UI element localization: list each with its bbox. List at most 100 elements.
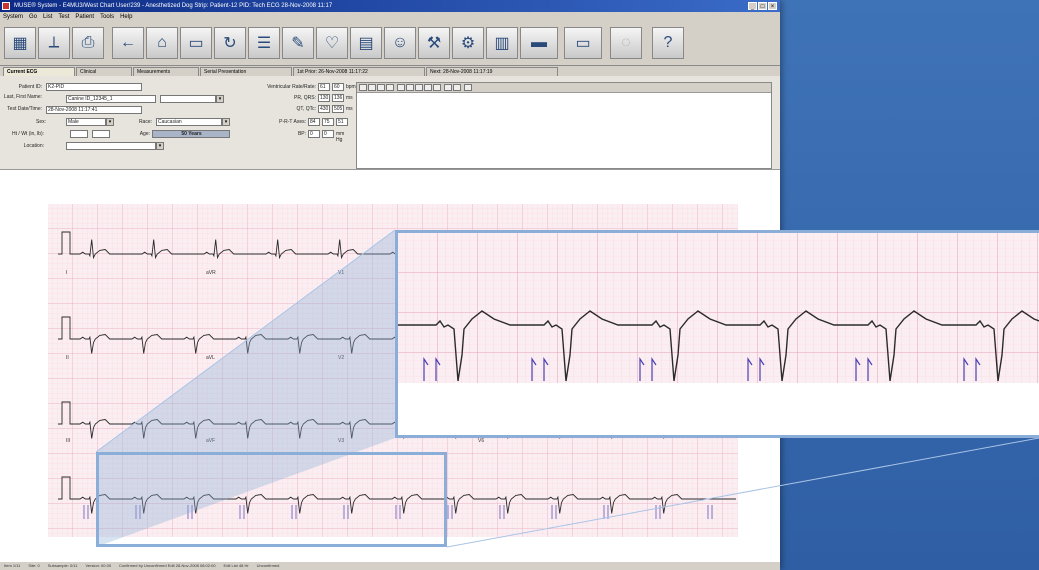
minimize-button[interactable]: _: [748, 2, 757, 10]
chevron-down-icon[interactable]: ▾: [106, 118, 114, 126]
lead-label: V6: [478, 438, 484, 444]
test-date-field[interactable]: 28-Nov-2008 11:17:41: [46, 106, 142, 114]
refresh-icon[interactable]: ↻: [214, 27, 246, 59]
sex-select[interactable]: Male: [66, 118, 106, 126]
ecg-grid-icon[interactable]: ▦: [4, 27, 36, 59]
view-ecg-icon[interactable]: ♡: [316, 27, 348, 59]
zoom-ecg-trace: [398, 310, 1039, 382]
print-icon[interactable]: ⎙: [72, 27, 104, 59]
home-icon[interactable]: ⌂: [146, 27, 178, 59]
lead-label: V1: [338, 270, 344, 276]
vent-rate-field[interactable]: 61: [318, 83, 330, 91]
mmhg-unit: mm Hg: [336, 131, 345, 143]
menu-tools[interactable]: Tools: [100, 14, 115, 20]
last-first-field[interactable]: Canine ID_12345_1: [66, 95, 156, 103]
menu-list[interactable]: List: [43, 14, 53, 20]
qt-field[interactable]: 430: [318, 105, 330, 113]
chevron-down-icon[interactable]: ▾: [216, 95, 224, 103]
undo-icon[interactable]: [424, 84, 432, 91]
zoom-pacer-spike: [747, 357, 753, 381]
height-field[interactable]: [70, 130, 88, 138]
tools-icon[interactable]: ⚒: [418, 27, 450, 59]
tab-serial-presentation[interactable]: Serial Presentation: [200, 67, 292, 76]
title-bar: MUSE® System - E4MU3/West Chart User/239…: [0, 0, 780, 12]
back-arrow-icon[interactable]: ←: [112, 27, 144, 59]
location-field[interactable]: [66, 142, 156, 150]
prt-axes-label: P-R-T Axes:: [279, 119, 306, 125]
close-button[interactable]: ×: [768, 2, 777, 10]
lead-label: aVF: [206, 438, 215, 444]
export-icon[interactable]: ▤: [350, 27, 382, 59]
p-axis-field[interactable]: 84: [308, 118, 320, 126]
compare-icon[interactable]: ▬: [520, 27, 558, 59]
underline-icon[interactable]: [377, 84, 385, 91]
menu-system[interactable]: System: [3, 14, 24, 20]
layout-icon[interactable]: ▥: [486, 27, 518, 59]
maximize-button[interactable]: □: [758, 2, 767, 10]
age-label: Age:: [139, 131, 150, 137]
location-label: Location:: [23, 143, 44, 149]
test-date-label: Test Date/Time:: [7, 106, 42, 112]
sex-label: Sex:: [35, 119, 46, 125]
bold-icon[interactable]: [359, 84, 367, 91]
window-icon[interactable]: ▭: [564, 27, 602, 59]
list-icon[interactable]: ☰: [248, 27, 280, 59]
patient-id-field[interactable]: K2-PID: [46, 83, 142, 91]
zoom-selection-box[interactable]: [96, 452, 447, 547]
tab-measurements[interactable]: Measurements: [133, 67, 199, 76]
align-icon[interactable]: [386, 84, 394, 91]
qtc-field[interactable]: 505: [332, 105, 344, 113]
patient-id-label: Patient ID:: [18, 84, 42, 90]
pr-qrs-label: PR, QRS:: [294, 95, 316, 101]
help-icon[interactable]: ?: [652, 27, 684, 59]
menu-go[interactable]: Go: [29, 14, 38, 20]
chevron-down-icon[interactable]: ▾: [156, 142, 164, 150]
chevron-down-icon[interactable]: ▾: [222, 118, 230, 126]
weight-field[interactable]: [92, 130, 110, 138]
race-select[interactable]: Caucasian: [156, 118, 222, 126]
calibration-pulse: [58, 401, 74, 425]
tab-next[interactable]: Next: 28-Nov-2008 11:17:19: [426, 67, 558, 76]
ht-wt-label: Ht / Wt (in, lb):: [12, 131, 44, 137]
atrial-rate-field[interactable]: 60: [332, 83, 344, 91]
menu-patient[interactable]: Patient: [75, 14, 95, 20]
lead-label: aVR: [206, 270, 216, 276]
status-subsample: Subsample: 0/11: [47, 563, 78, 568]
person-icon[interactable]: ☺: [384, 27, 416, 59]
zoom-ecg: [398, 233, 1039, 435]
zoom-pacer-spike: [423, 357, 429, 381]
race-label: Race:: [138, 119, 152, 125]
stats-icon[interactable]: ⚙: [452, 27, 484, 59]
menu-test[interactable]: Test: [58, 14, 70, 20]
pr-field[interactable]: 130: [318, 94, 330, 102]
age-field[interactable]: 50 Years: [152, 130, 230, 138]
statement-icon[interactable]: [444, 84, 452, 91]
bp-systolic-field[interactable]: 0: [308, 130, 320, 138]
folder-icon[interactable]: ▭: [180, 27, 212, 59]
menu-help[interactable]: Help: [120, 14, 133, 20]
menu-bar: System Go List Test Patient Tools Help: [0, 12, 780, 22]
status-edit-list: Edit List 48 Hr: [223, 563, 249, 568]
analyze-icon[interactable]: ⟂: [38, 27, 70, 59]
tab-clinical[interactable]: Clinical: [76, 67, 132, 76]
tab-first-prior[interactable]: 1st Prior: 26-Nov-2008 11:17:22: [293, 67, 425, 76]
italic-icon[interactable]: [368, 84, 376, 91]
interpretation-panel: [356, 82, 772, 169]
paste-icon[interactable]: [415, 84, 423, 91]
edit-ecg-icon[interactable]: ✎: [282, 27, 314, 59]
copy-icon[interactable]: [406, 84, 414, 91]
qrs-field[interactable]: 136: [332, 94, 344, 102]
tab-current-ecg[interactable]: Current ECG: [3, 67, 75, 76]
r-axis-field[interactable]: 75: [322, 118, 334, 126]
bp-diastolic-field[interactable]: 0: [322, 130, 334, 138]
first-name-field[interactable]: [160, 95, 216, 103]
calibration-pulse: [58, 476, 74, 500]
zoom-pacer-spike: [651, 357, 657, 381]
redo-icon[interactable]: [433, 84, 441, 91]
cut-icon[interactable]: [397, 84, 405, 91]
lookup-icon[interactable]: [453, 84, 461, 91]
spell-icon[interactable]: [464, 84, 472, 91]
t-axis-field[interactable]: 51: [336, 118, 348, 126]
zoom-pacer-spike: [867, 357, 873, 381]
lead-label: I: [66, 270, 67, 276]
